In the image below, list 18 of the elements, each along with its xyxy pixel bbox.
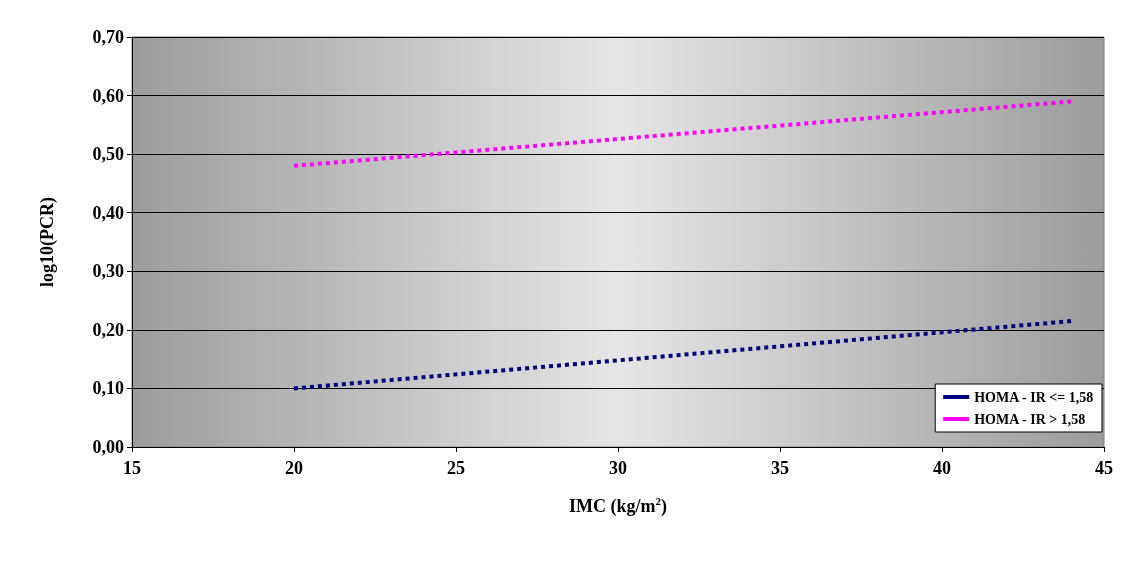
x-tick-label: 20 — [285, 458, 303, 478]
y-tick-label: 0,10 — [92, 378, 124, 399]
x-tick-label: 30 — [609, 458, 627, 478]
x-tick-label: 25 — [447, 458, 465, 478]
y-tick-label: 0,50 — [92, 144, 124, 165]
y-axis-title: log10(PCR) — [37, 197, 58, 287]
x-tick-label: 40 — [933, 458, 951, 478]
y-tick-label: 0,40 — [92, 202, 124, 223]
y-tick-label: 0,70 — [92, 27, 124, 47]
y-tick-label: 0,60 — [92, 85, 124, 106]
legend-label: HOMA - IR > 1,58 — [974, 411, 1086, 427]
x-tick-label: 35 — [771, 458, 789, 478]
y-tick-label: 0,30 — [92, 261, 124, 282]
y-tick-label: 0,00 — [92, 437, 124, 457]
y-tick-label: 0,20 — [92, 319, 124, 340]
legend-label: HOMA - IR <= 1,58 — [974, 389, 1094, 405]
x-tick-label: 45 — [1095, 458, 1113, 478]
x-tick-label: 15 — [123, 458, 141, 478]
